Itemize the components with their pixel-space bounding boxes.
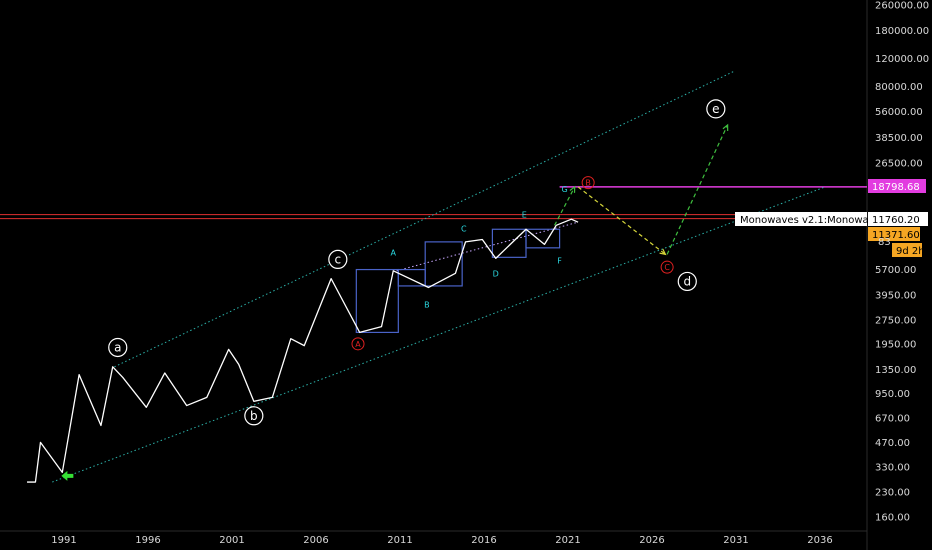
- trend-channel: [52, 70, 826, 483]
- y-tick-label: 230.00: [875, 487, 910, 498]
- x-tick-label: 2021: [555, 535, 580, 546]
- wave-circle: [244, 406, 264, 426]
- wave-label-circled: a: [114, 340, 121, 354]
- magenta-price-tag: 18798.68: [868, 179, 926, 193]
- y-tick-label: 80000.00: [875, 82, 923, 93]
- x-tick-label: 2016: [471, 535, 496, 546]
- y-tick-label: 470.00: [875, 438, 910, 449]
- lower-channel-line: [52, 186, 826, 483]
- projection-green-2: [666, 124, 729, 255]
- wave-labels: a b c d e A B C A B C D E F G: [108, 99, 726, 426]
- projection-lines: [554, 123, 729, 256]
- wave-label-cyan: G: [562, 185, 568, 194]
- price-line: [27, 218, 579, 483]
- y-tick-label: 26500.00: [875, 159, 923, 170]
- indicator-value-label: 11760.20: [872, 215, 920, 226]
- y-tick-label: 260000.00: [875, 1, 929, 12]
- price-series: [27, 218, 579, 483]
- y-tick-label: 670.00: [875, 413, 910, 424]
- countdown-label: 9d 2h: [896, 246, 925, 257]
- y-tick-label: 5700.00: [875, 265, 916, 276]
- wave-circle: [328, 249, 348, 270]
- y-tick-label: 160.00: [875, 513, 910, 524]
- wave-circle-red: [581, 176, 595, 190]
- y-tick-label: 120000.00: [875, 54, 929, 65]
- projection-green-1-arrowhead: [569, 185, 576, 193]
- wave-label-circled: c: [335, 252, 342, 266]
- x-tick-label: 2001: [219, 535, 244, 546]
- inner-dotted-line: [396, 221, 579, 272]
- y-tick-label: 330.00: [875, 462, 910, 473]
- wave-boxes: [355, 228, 561, 334]
- magenta-price-label: 18798.68: [872, 182, 920, 193]
- indicator-tag: Monowaves v2.1:Monowave 11760.20: [735, 212, 928, 226]
- time-axis[interactable]: 1991 1996 2001 2006 2011 2016 2021 2026 2031 2036: [51, 535, 832, 546]
- y-tick-label: 1950.00: [875, 339, 916, 350]
- last-price-label: 11371.60: [872, 230, 920, 241]
- wave-label-red: B: [585, 179, 591, 188]
- wave-label-cyan: A: [391, 248, 397, 257]
- x-tick-label: 2031: [723, 535, 748, 546]
- x-tick-label: 2026: [639, 535, 664, 546]
- y-tick-label: 1350.00: [875, 365, 916, 376]
- wave-label-red: A: [355, 340, 361, 349]
- y-tick-label: 3950.00: [875, 290, 916, 301]
- wave-label-circled: b: [250, 409, 258, 423]
- wave-box: [424, 241, 463, 287]
- price-axis[interactable]: 260000.00 180000.00 120000.00 80000.00 56000…: [875, 1, 929, 524]
- wave-box: [525, 228, 561, 249]
- projection-yellow: [577, 186, 666, 255]
- partial-axis-value: 83: [878, 237, 891, 248]
- x-tick-label: 2006: [303, 535, 328, 546]
- wave-circle-red: [660, 260, 674, 274]
- projection-yellow-arrowhead: [659, 248, 667, 256]
- x-tick-label: 1991: [51, 535, 76, 546]
- wave-circle: [677, 271, 697, 292]
- wave-label-circled: d: [683, 274, 691, 288]
- wave-label-circled: e: [712, 102, 719, 116]
- horizontal-lines: [0, 186, 867, 220]
- wave-circle-red: [351, 337, 365, 351]
- y-tick-label: 56000.00: [875, 107, 923, 118]
- wave-circle: [108, 337, 128, 358]
- wave-label-cyan: F: [557, 256, 562, 265]
- projection-green-1: [554, 186, 576, 226]
- y-tick-label: 2750.00: [875, 316, 916, 327]
- x-tick-label: 2036: [807, 535, 832, 546]
- indicator-name-label: Monowaves v2.1:Monowave: [740, 215, 881, 226]
- wave-box: [355, 268, 399, 334]
- y-tick-label: 38500.00: [875, 133, 923, 144]
- wave-label-cyan: E: [522, 211, 527, 220]
- left-arrow-icon: [61, 470, 74, 481]
- wave-label-red: C: [664, 263, 670, 272]
- y-tick-label: 180000.00: [875, 26, 929, 37]
- y-tick-label: 950.00: [875, 389, 910, 400]
- wave-label-cyan: C: [461, 225, 467, 234]
- wave-label-cyan: D: [493, 269, 499, 278]
- projection-green-2-arrowhead: [722, 123, 729, 131]
- upper-channel-line: [114, 70, 735, 368]
- x-tick-label: 1996: [135, 535, 160, 546]
- x-tick-label: 2011: [387, 535, 412, 546]
- wave-label-cyan: B: [424, 300, 430, 309]
- wave-circle: [706, 99, 726, 119]
- last-price-tag: 11371.60 83 9d 2h: [868, 227, 925, 257]
